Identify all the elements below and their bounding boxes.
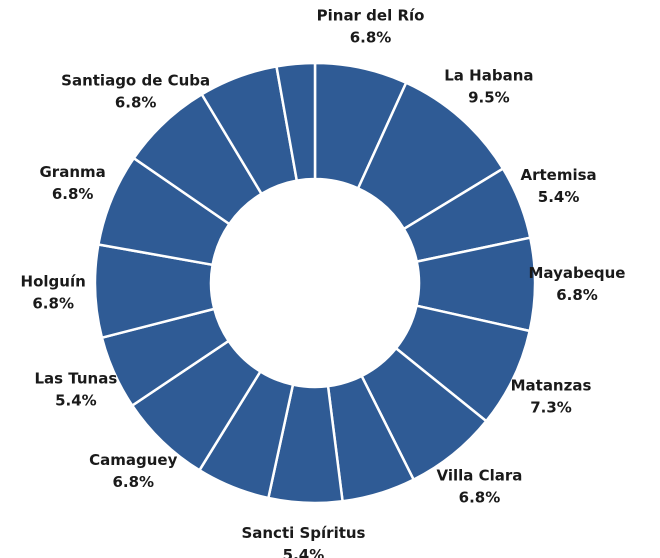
segment-label: Mayabeque <box>528 264 625 282</box>
value-label: 6.8% <box>350 28 392 46</box>
segment-label: Holguín <box>21 272 86 290</box>
segment-label: Pinar del Río <box>317 6 425 24</box>
segment-label: Santiago de Cuba <box>61 72 210 90</box>
segment-label: Artemisa <box>521 166 597 184</box>
segment-label: Las Tunas <box>34 370 117 388</box>
value-label: 9.5% <box>468 89 510 107</box>
segment-label: La Habana <box>444 67 533 85</box>
value-label: 6.8% <box>115 94 157 112</box>
segment-label: Granma <box>39 163 105 181</box>
value-label: 6.8% <box>32 294 74 312</box>
value-label: 5.4% <box>55 392 97 410</box>
value-label: 7.3% <box>530 398 572 416</box>
value-label: 6.8% <box>459 488 501 506</box>
segment-label: Villa Clara <box>437 466 523 484</box>
value-label: 6.8% <box>556 286 598 304</box>
segment-label: Matanzas <box>511 376 592 394</box>
segment-label: Sancti Spíritus <box>241 524 365 542</box>
value-label: 6.8% <box>112 473 154 491</box>
value-label: 5.4% <box>283 546 325 558</box>
value-label: 6.8% <box>52 185 94 203</box>
segment-label: Camaguey <box>89 451 177 469</box>
value-label: 5.4% <box>538 188 580 206</box>
donut-segment <box>275 61 317 183</box>
